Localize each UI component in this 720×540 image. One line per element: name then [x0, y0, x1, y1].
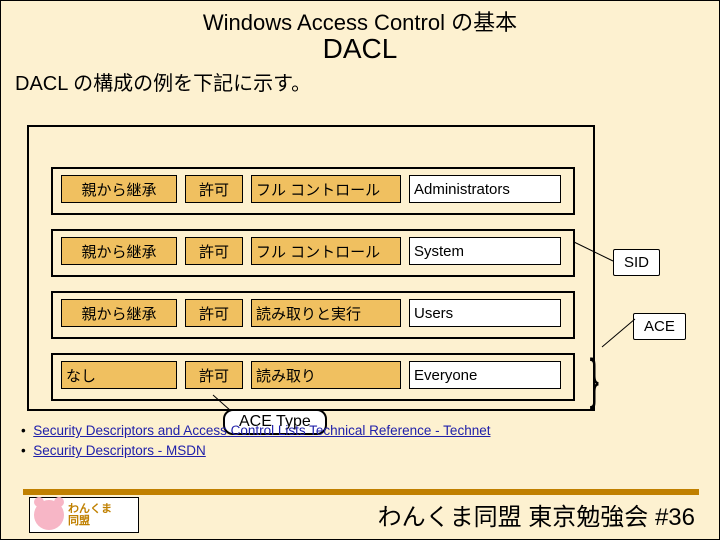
reference-link[interactable]: Security Descriptors and Access Control …	[33, 423, 490, 438]
reference-link[interactable]: Security Descriptors - MSDN	[33, 443, 206, 458]
bullet-icon: •	[21, 423, 29, 438]
wankuma-logo: わんくま 同盟	[29, 497, 139, 533]
ace-flags-cell: 親から継承	[61, 175, 177, 203]
ace-sid-cell: Administrators	[409, 175, 561, 203]
brace-icon: }	[590, 351, 599, 407]
logo-text-line1: わんくま	[68, 503, 112, 515]
slide: Windows Access Control の基本 DACL DACL の構成…	[0, 0, 720, 540]
callout-sid: SID	[613, 249, 660, 276]
bear-icon	[34, 500, 64, 530]
ace-type-cell: 許可	[185, 299, 243, 327]
footer-text: わんくま同盟 東京勉強会 #36	[378, 497, 695, 532]
logo-text: わんくま 同盟	[68, 503, 112, 527]
slide-title-2: DACL	[1, 33, 719, 65]
ace-type-pointer	[211, 393, 241, 413]
link-row: • Security Descriptors - MSDN	[21, 441, 490, 461]
ace-row: 親から継承 許可 フル コントロール System	[51, 229, 575, 277]
ace-row: 親から継承 許可 フル コントロール Administrators	[51, 167, 575, 215]
footer-accent-bar	[23, 489, 699, 495]
ace-flags-cell: なし	[61, 361, 177, 389]
ace-type-cell: 許可	[185, 361, 243, 389]
footer: わんくま 同盟 わんくま同盟 東京勉強会 #36	[1, 489, 719, 539]
callout-ace: ACE	[633, 313, 686, 340]
ace-mask-cell: 読み取り	[251, 361, 401, 389]
ace-flags-cell: 親から継承	[61, 299, 177, 327]
bullet-icon: •	[21, 443, 29, 458]
slide-subtitle: DACL の構成の例を下記に示す。	[1, 67, 719, 96]
ace-row: 親から継承 許可 読み取りと実行 Users	[51, 291, 575, 339]
dacl-container: 親から継承 許可 フル コントロール Administrators 親から継承 …	[27, 125, 595, 411]
ace-type-cell: 許可	[185, 175, 243, 203]
ace-mask-cell: フル コントロール	[251, 237, 401, 265]
callout-sid-tail	[573, 241, 617, 271]
ace-flags-cell: 親から継承	[61, 237, 177, 265]
ace-type-cell: 許可	[185, 237, 243, 265]
reference-links: • Security Descriptors and Access Contro…	[21, 421, 490, 462]
ace-sid-cell: Users	[409, 299, 561, 327]
logo-text-line2: 同盟	[68, 515, 112, 527]
ace-row: なし 許可 読み取り Everyone	[51, 353, 575, 401]
callout-ace-tail	[601, 313, 637, 349]
ace-mask-cell: フル コントロール	[251, 175, 401, 203]
link-row: • Security Descriptors and Access Contro…	[21, 421, 490, 441]
title-area: Windows Access Control の基本 DACL	[1, 1, 719, 65]
ace-mask-cell: 読み取りと実行	[251, 299, 401, 327]
ace-sid-cell: Everyone	[409, 361, 561, 389]
ace-sid-cell: System	[409, 237, 561, 265]
